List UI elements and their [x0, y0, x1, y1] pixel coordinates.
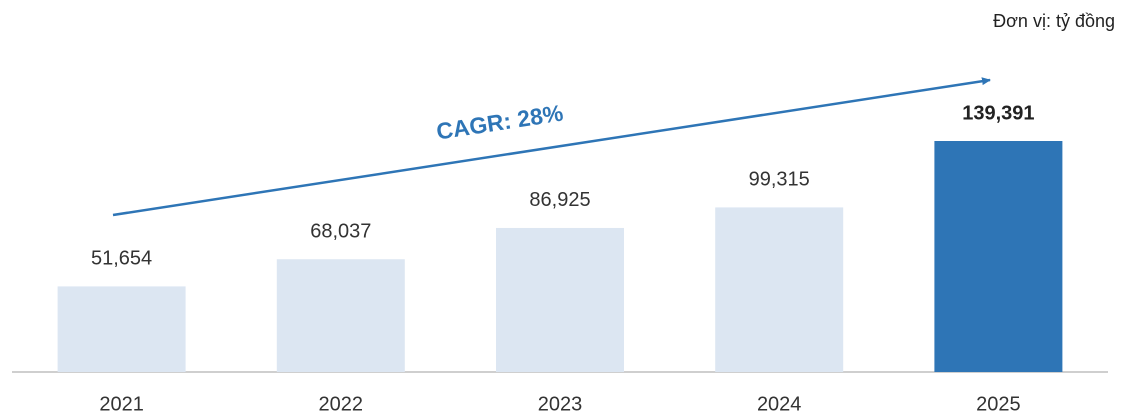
- unit-label: Đơn vị: tỷ đồng: [993, 11, 1115, 31]
- x-tick-label: 2023: [538, 393, 583, 415]
- bar: [496, 227, 624, 372]
- value-label: 86,925: [529, 189, 590, 211]
- x-tick-label: 2021: [99, 393, 144, 415]
- value-label: 68,037: [310, 221, 371, 243]
- value-label: 99,315: [749, 169, 810, 191]
- x-tick-label: 2022: [319, 393, 364, 415]
- value-label: 139,391: [962, 102, 1034, 124]
- x-tick-label: 2024: [757, 393, 802, 415]
- bar: [276, 259, 405, 372]
- bar: [715, 207, 844, 372]
- bar: [57, 286, 186, 372]
- cagr-label: CAGR: 28%: [435, 100, 565, 145]
- cagr-arrow: [112, 77, 991, 217]
- value-label: 51,654: [91, 248, 152, 270]
- bar: [934, 141, 1063, 372]
- x-tick-label: 2025: [976, 393, 1021, 415]
